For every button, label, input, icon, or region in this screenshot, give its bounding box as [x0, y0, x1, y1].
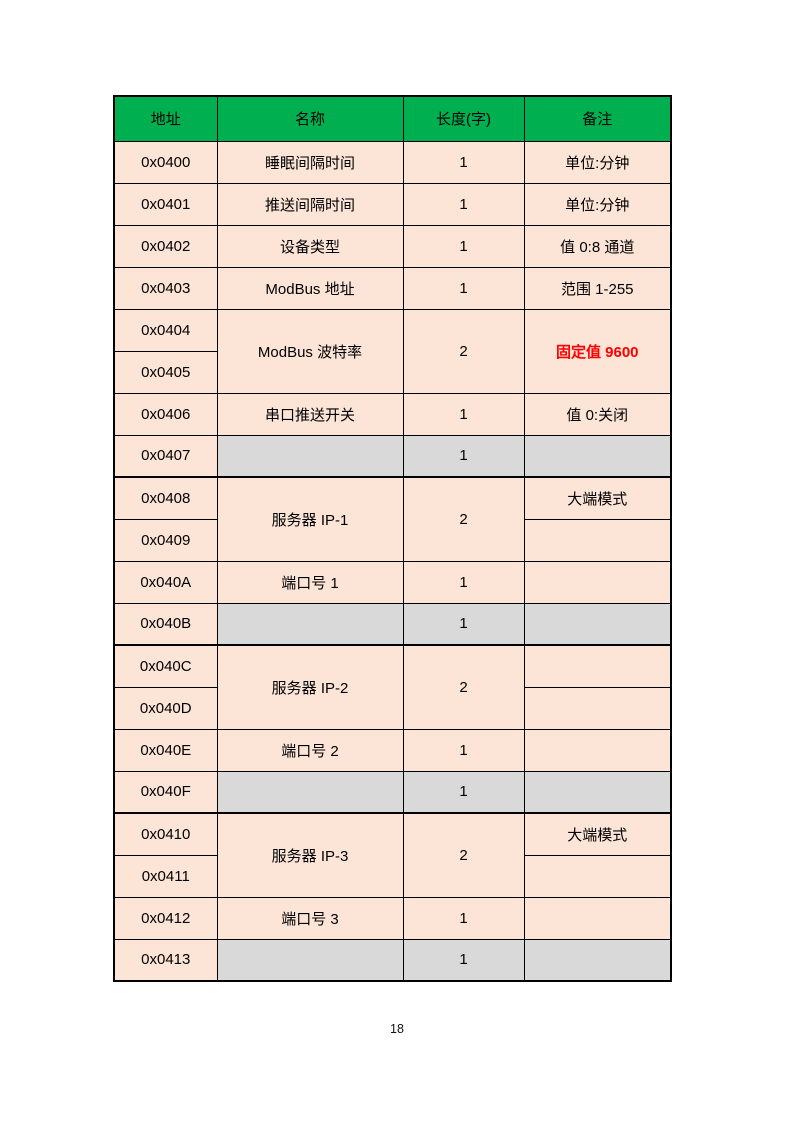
column-header-remark: 备注 — [523, 95, 672, 142]
address-cell: 0x0409 — [113, 518, 218, 562]
length-cell: 2 — [402, 476, 525, 562]
address-cell: 0x0406 — [113, 392, 218, 436]
name-cell: 推送间隔时间 — [216, 182, 404, 226]
address-cell: 0x040B — [113, 602, 218, 646]
remark-cell: 范围 1-255 — [523, 266, 672, 310]
address-cell: 0x0410 — [113, 812, 218, 856]
table-row-reserved: 0x040B 1 — [113, 602, 672, 646]
table-header-row: 地址 名称 长度(字) 备注 — [113, 95, 672, 142]
length-cell: 1 — [402, 602, 525, 646]
name-cell: 服务器 IP-2 — [216, 644, 404, 730]
name-cell: 服务器 IP-1 — [216, 476, 404, 562]
column-header-name: 名称 — [216, 95, 404, 142]
name-cell: 设备类型 — [216, 224, 404, 268]
address-cell: 0x0408 — [113, 476, 218, 520]
name-cell: 睡眠间隔时间 — [216, 140, 404, 184]
remark-cell — [523, 686, 672, 730]
column-header-length: 长度(字) — [402, 95, 525, 142]
table-row: 0x0406 串口推送开关 1 值 0:关闭 — [113, 392, 672, 436]
remark-cell-reserved — [523, 938, 672, 982]
length-cell: 1 — [402, 224, 525, 268]
page-number: 18 — [390, 1022, 404, 1036]
address-cell: 0x0413 — [113, 938, 218, 982]
length-cell: 1 — [402, 938, 525, 982]
table-row: 0x0409 — [113, 518, 672, 562]
remark-cell: 值 0:关闭 — [523, 392, 672, 436]
address-cell: 0x040C — [113, 644, 218, 688]
length-cell: 1 — [402, 770, 525, 814]
remark-cell: 值 0:8 通道 — [523, 224, 672, 268]
length-cell: 1 — [402, 182, 525, 226]
table-row: 0x0402 设备类型 1 值 0:8 通道 — [113, 224, 672, 268]
remark-cell-highlight: 固定值 9600 — [523, 308, 672, 394]
remark-cell — [523, 854, 672, 898]
length-cell: 2 — [402, 812, 525, 898]
address-cell: 0x0407 — [113, 434, 218, 478]
length-cell: 1 — [402, 728, 525, 772]
name-cell-reserved — [216, 938, 404, 982]
table-row-reserved: 0x040F 1 — [113, 770, 672, 814]
name-cell: 串口推送开关 — [216, 392, 404, 436]
table-row: 0x040C 服务器 IP-2 2 — [113, 644, 672, 730]
name-cell: 端口号 1 — [216, 560, 404, 604]
address-cell: 0x0401 — [113, 182, 218, 226]
address-cell: 0x0412 — [113, 896, 218, 940]
table-row: 0x0412 端口号 3 1 — [113, 896, 672, 940]
register-table: 地址 名称 长度(字) 备注 0x0400 睡眠间隔时间 1 单位:分钟 0x0… — [113, 95, 672, 982]
table-row: 0x0403 ModBus 地址 1 范围 1-255 — [113, 266, 672, 310]
remark-cell: 单位:分钟 — [523, 182, 672, 226]
remark-cell — [523, 518, 672, 562]
name-cell-reserved — [216, 602, 404, 646]
remark-cell — [523, 728, 672, 772]
length-cell: 1 — [402, 266, 525, 310]
table-row-reserved: 0x0407 1 — [113, 434, 672, 478]
remark-cell: 单位:分钟 — [523, 140, 672, 184]
table-row: 0x040D — [113, 686, 672, 730]
address-cell: 0x040F — [113, 770, 218, 814]
length-cell: 1 — [402, 560, 525, 604]
length-cell: 1 — [402, 140, 525, 184]
table-row: 0x0405 — [113, 350, 671, 394]
length-cell: 1 — [402, 896, 525, 940]
address-cell: 0x040E — [113, 728, 218, 772]
remark-cell — [523, 644, 672, 688]
table-row: 0x0400 睡眠间隔时间 1 单位:分钟 — [113, 140, 672, 184]
name-cell: 端口号 2 — [216, 728, 404, 772]
address-cell: 0x0400 — [113, 140, 218, 184]
address-cell: 0x0402 — [113, 224, 218, 268]
table-row: 0x0410 服务器 IP-3 2 大端模式 — [113, 812, 672, 898]
remark-cell — [523, 896, 672, 940]
name-cell-reserved — [216, 434, 404, 478]
table-row: 0x0408 服务器 IP-1 2 大端模式 — [113, 476, 672, 562]
table-row: 0x040E 端口号 2 1 — [113, 728, 672, 772]
name-cell: ModBus 波特率 — [216, 308, 404, 394]
name-cell-reserved — [216, 770, 404, 814]
remark-cell: 大端模式 — [523, 476, 672, 520]
remark-cell: 大端模式 — [523, 812, 672, 856]
remark-cell-reserved — [523, 434, 672, 478]
name-cell: 服务器 IP-3 — [216, 812, 404, 898]
length-cell: 2 — [402, 644, 525, 730]
name-cell: 端口号 3 — [216, 896, 404, 940]
table-row: 0x0411 — [113, 854, 672, 898]
name-cell: ModBus 地址 — [216, 266, 404, 310]
remark-cell — [523, 560, 672, 604]
address-cell: 0x040A — [113, 560, 218, 604]
table-row: 0x040A 端口号 1 1 — [113, 560, 672, 604]
length-cell: 2 — [402, 308, 525, 394]
address-cell: 0x0403 — [113, 266, 218, 310]
remark-cell-reserved — [523, 770, 672, 814]
address-cell: 0x0404 — [113, 308, 218, 352]
address-cell: 0x0411 — [113, 854, 218, 898]
length-cell: 1 — [402, 434, 525, 478]
address-cell: 0x040D — [113, 686, 218, 730]
table-row: 0x0401 推送间隔时间 1 单位:分钟 — [113, 182, 672, 226]
address-cell: 0x0405 — [113, 350, 218, 394]
table-row-reserved: 0x0413 1 — [113, 938, 672, 982]
table-row: 0x0404 ModBus 波特率 2 固定值 9600 — [113, 308, 672, 394]
remark-cell-reserved — [523, 602, 672, 646]
column-header-address: 地址 — [113, 95, 218, 142]
length-cell: 1 — [402, 392, 525, 436]
